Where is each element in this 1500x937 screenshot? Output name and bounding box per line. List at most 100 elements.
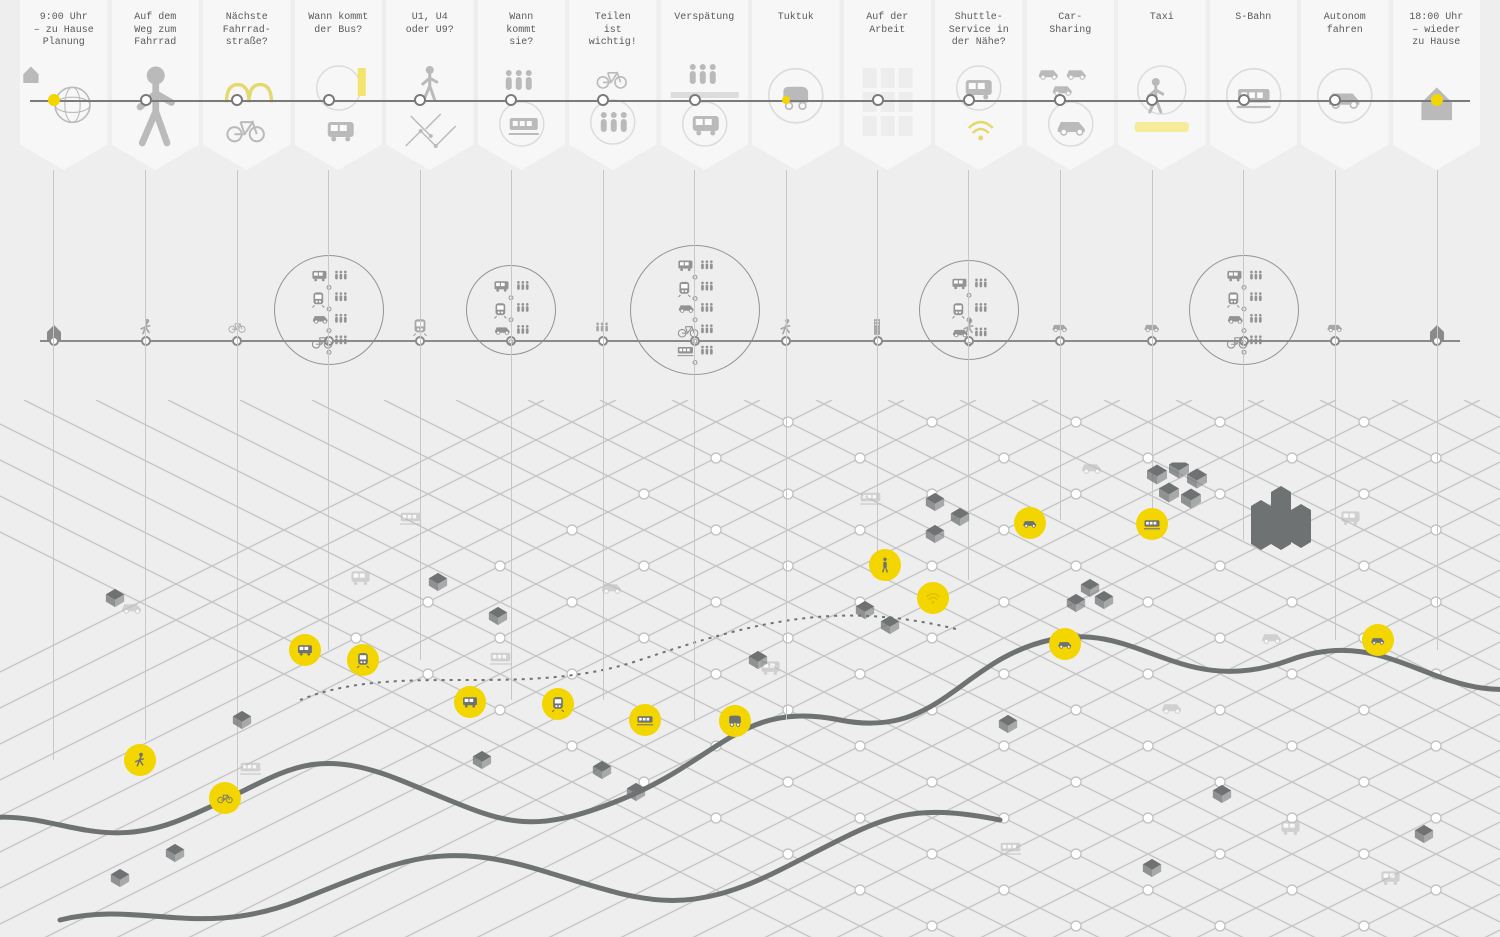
timeline-card-t08: Verspätung [661, 0, 749, 170]
timeline-dot [1431, 94, 1443, 106]
connector-line [1243, 170, 1244, 540]
timeline-dot [48, 94, 60, 106]
card-label: Auf derArbeit [848, 12, 928, 52]
cube-icon [487, 605, 509, 627]
map-node-tuktuk [719, 705, 751, 737]
card-label: Wann kommtder Bus? [299, 12, 379, 52]
cube-icon [949, 506, 971, 528]
map-node-car [1362, 624, 1394, 656]
timeline-card-t09: Tuktuk [752, 0, 840, 170]
timeline-card-t15: Autonomfahren [1301, 0, 1389, 170]
card-label: 18:00 Uhr– wiederzu Hause [1397, 12, 1477, 52]
timeline-card-t02: Auf demWeg zumFahrrad [112, 0, 200, 170]
cube-icon [1413, 823, 1435, 845]
timeline-dot [505, 94, 517, 106]
map-node-bike [209, 782, 241, 814]
timeline-dot [414, 94, 426, 106]
card-label: Autonomfahren [1305, 12, 1385, 52]
card-label: Tuktuk [756, 12, 836, 52]
cube-icon [625, 781, 647, 803]
timeline-dot [1329, 94, 1341, 106]
timeline-dot [140, 94, 152, 106]
map-node-metro [542, 688, 574, 720]
card-label: U1, U4oder U9? [390, 12, 470, 52]
card-label: S-Bahn [1214, 12, 1294, 52]
timeline-dot [963, 94, 975, 106]
timeline-dot [689, 94, 701, 106]
connector-line [786, 170, 787, 720]
connector-line [694, 170, 695, 720]
connector-line [1060, 170, 1061, 520]
timeline-cards: 9:00 Uhr– zu HausePlanung Auf demWeg zumF… [0, 0, 1500, 180]
timeline-dot [1238, 94, 1250, 106]
connector-line [328, 170, 329, 650]
map-node-car [1014, 507, 1046, 539]
cube-icon [879, 614, 901, 636]
timeline-dot [1054, 94, 1066, 106]
connector-line [603, 170, 604, 700]
connector-line [511, 170, 512, 700]
cube-icon [924, 491, 946, 513]
timeline-dot [872, 94, 884, 106]
card-label: 9:00 Uhr– zu HausePlanung [24, 12, 104, 52]
connector-line [877, 170, 878, 560]
timeline-card-t12: Car-Sharing [1027, 0, 1115, 170]
connector-line [420, 170, 421, 660]
connector-line [1437, 170, 1438, 650]
timeline-card-t13: Taxi [1118, 0, 1206, 170]
cube-icon [164, 842, 186, 864]
cube-icon [591, 759, 613, 781]
timeline-card-t16: 18:00 Uhr– wiederzu Hause [1393, 0, 1481, 170]
cube-icon [997, 713, 1019, 735]
cube-icon [1211, 783, 1233, 805]
cube-icon [427, 571, 449, 593]
timeline-dot [1146, 94, 1158, 106]
card-label: Teilenistwichtig! [573, 12, 653, 52]
card-label: Taxi [1122, 12, 1202, 52]
map-node-walk [869, 549, 901, 581]
cube-icon [471, 749, 493, 771]
cube-icon [1141, 857, 1163, 879]
timeline-dot [323, 94, 335, 106]
timeline-dot [231, 94, 243, 106]
timeline-card-t06: Wannkommtsie? [478, 0, 566, 170]
connector-line [237, 170, 238, 800]
connector-line [53, 170, 54, 760]
mid-schematic [0, 290, 1500, 400]
cube-icon [1093, 589, 1115, 611]
timeline-dot [782, 96, 790, 104]
map-node-car [1049, 628, 1081, 660]
connector-line [145, 170, 146, 740]
map-node-wifi [917, 582, 949, 614]
timeline-card-t11: Shuttle-Service inder Nähe? [935, 0, 1023, 170]
connector-line [1335, 170, 1336, 640]
cube-icon [854, 599, 876, 621]
timeline-card-t07: Teilenistwichtig! [569, 0, 657, 170]
card-label: Verspätung [665, 12, 745, 52]
map-node-bus [454, 686, 486, 718]
card-label: NächsteFahrrad-straße? [207, 12, 287, 52]
map-node-train [629, 704, 661, 736]
cube-icon [924, 523, 946, 545]
card-label: Car-Sharing [1031, 12, 1111, 52]
timeline-card-t04: Wann kommtder Bus? [295, 0, 383, 170]
timeline-card-t10: Auf derArbeit [844, 0, 932, 170]
cube-icon [747, 649, 769, 671]
cube-icon [231, 709, 253, 731]
card-label: Shuttle-Service inder Nähe? [939, 12, 1019, 52]
cube-icon [109, 867, 131, 889]
map-node-train [1136, 508, 1168, 540]
cube-icon [1065, 592, 1087, 614]
map-node-runner [124, 744, 156, 776]
cube-icon [104, 587, 126, 609]
timeline-dots [0, 94, 1500, 108]
card-label: Wannkommtsie? [482, 12, 562, 52]
map-node-bus [289, 634, 321, 666]
timeline-card-t14: S-Bahn [1210, 0, 1298, 170]
timeline-card-t05: U1, U4oder U9? [386, 0, 474, 170]
building-cluster [1245, 480, 1315, 550]
timeline-dot [597, 94, 609, 106]
timeline-card-t03: NächsteFahrrad-straße? [203, 0, 291, 170]
card-label: Auf demWeg zumFahrrad [116, 12, 196, 52]
timeline-card-t01: 9:00 Uhr– zu HausePlanung [20, 0, 108, 170]
